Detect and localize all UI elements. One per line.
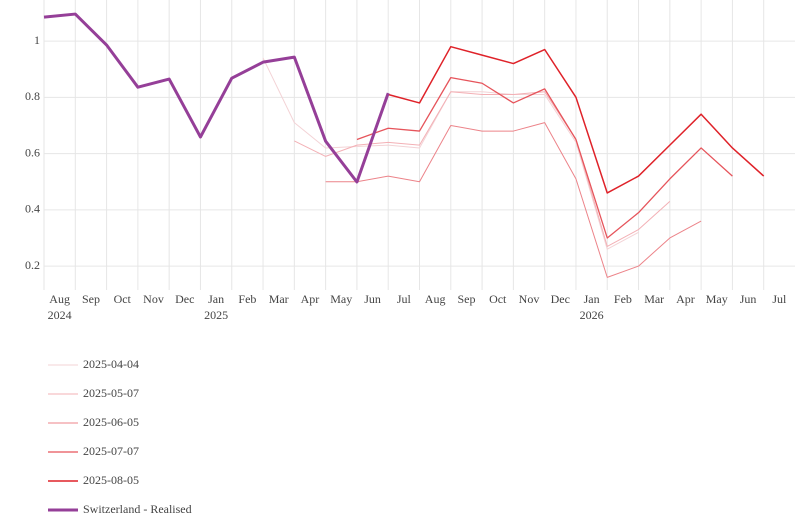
x-tick-label: May bbox=[706, 292, 728, 306]
x-tick-label: Jan bbox=[584, 292, 600, 306]
x-tick-label: Aug bbox=[49, 292, 70, 306]
x-tick-label: Oct bbox=[114, 292, 132, 306]
x-tick-label: Feb bbox=[238, 292, 256, 306]
x-year-label: 2026 bbox=[580, 308, 604, 322]
legend-label: 2025-05-07 bbox=[83, 386, 139, 400]
x-tick-label: Dec bbox=[175, 292, 194, 306]
series-line bbox=[43, 12, 390, 184]
x-tick-label: Jan bbox=[208, 292, 224, 306]
x-tick-label: Oct bbox=[489, 292, 507, 306]
x-tick-label: Mar bbox=[269, 292, 289, 306]
x-tick-label: Jul bbox=[772, 292, 787, 306]
legend-label: 2025-04-04 bbox=[83, 357, 139, 371]
y-tick-label: 1 bbox=[34, 33, 40, 47]
legend-label: 2025-08-05 bbox=[83, 473, 139, 487]
series-line bbox=[356, 76, 733, 239]
legend: 2025-04-04 2025-05-07 2025-06-05 2025-07-07… bbox=[48, 357, 192, 516]
x-tick-label: Dec bbox=[551, 292, 570, 306]
x-tick-label: Jun bbox=[740, 292, 757, 306]
x-tick-label: May bbox=[330, 292, 352, 306]
x-tick-label: Sep bbox=[457, 292, 475, 306]
x-tick-label: Nov bbox=[143, 292, 164, 306]
x-tick-label: Aug bbox=[425, 292, 446, 306]
y-tick-label: 0.6 bbox=[25, 145, 40, 159]
legend-label: Switzerland - Realised bbox=[83, 502, 192, 516]
x-tick-label: Mar bbox=[644, 292, 664, 306]
series-line bbox=[294, 91, 671, 247]
x-tick-label: Apr bbox=[676, 292, 695, 306]
y-tick-label: 0.2 bbox=[25, 258, 40, 272]
x-year-label: 2025 bbox=[204, 308, 228, 322]
legend-label: 2025-06-05 bbox=[83, 415, 139, 429]
series-line bbox=[325, 122, 702, 278]
x-tick-label: Apr bbox=[301, 292, 320, 306]
legend-label: 2025-07-07 bbox=[83, 444, 139, 458]
x-tick-label: Jul bbox=[397, 292, 412, 306]
x-year-label: 2024 bbox=[48, 308, 72, 322]
x-tick-label: Jun bbox=[364, 292, 381, 306]
x-tick-label: Sep bbox=[82, 292, 100, 306]
x-tick-label: Nov bbox=[519, 292, 540, 306]
x-tick-label: Feb bbox=[614, 292, 632, 306]
plot-area: Aug Sep Oct Nov Dec Jan Feb Mar Apr May Jun Jul Aug S… bbox=[25, 0, 795, 322]
y-tick-label: 0.8 bbox=[25, 89, 40, 103]
series-line bbox=[388, 45, 765, 194]
y-tick-label: 0.4 bbox=[25, 202, 40, 216]
